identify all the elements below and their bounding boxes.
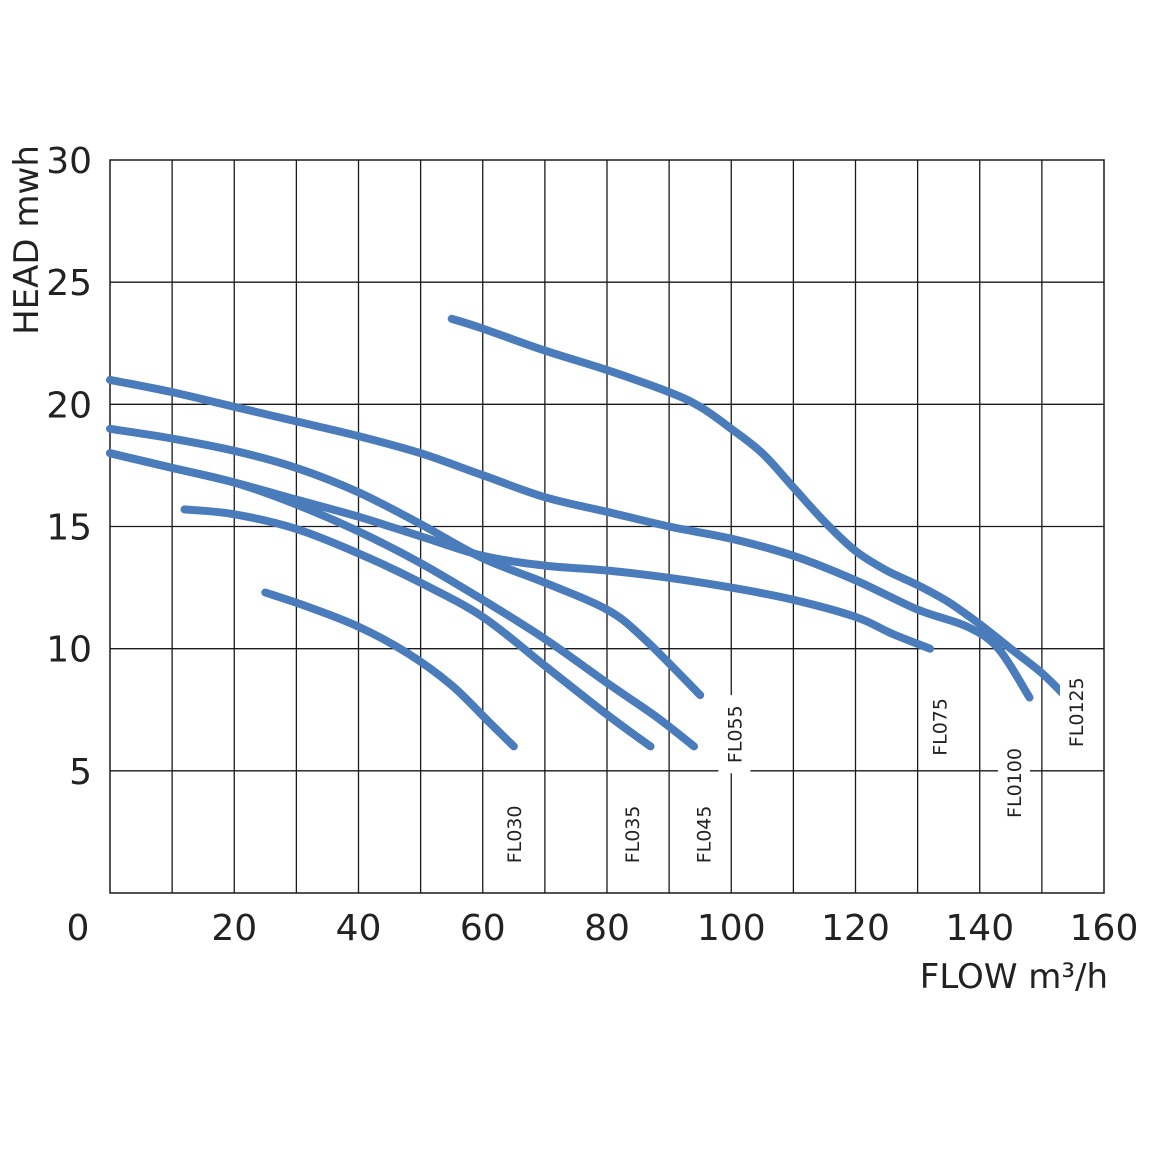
series-label-fl035: FL035 — [615, 795, 648, 874]
y-axis-title: HEAD mwh — [7, 145, 47, 335]
x-axis-title: FLOW m³/h — [920, 957, 1108, 997]
y-tick-label: 25 — [46, 263, 92, 304]
series-line-fl030 — [261, 588, 518, 751]
series-label-text: FL035 — [622, 806, 644, 864]
series-label-fl075: FL075 — [923, 687, 956, 766]
series-label-text: FL075 — [929, 698, 951, 756]
x-tick-label: 140 — [945, 908, 1014, 949]
series-label-background — [497, 795, 530, 874]
x-tick-label: 100 — [697, 908, 766, 949]
series-label-fl055: FL055 — [718, 695, 751, 774]
x-tick-label: 40 — [336, 908, 382, 949]
series-label-fl0100: FL0100 — [997, 738, 1030, 828]
series-label-text: FL045 — [693, 806, 715, 864]
series-label-fl030: FL030 — [497, 795, 530, 874]
series-label-background — [923, 687, 956, 766]
x-tick-label: 60 — [460, 908, 506, 949]
plot-frame — [109, 159, 1105, 894]
tick-labels: 0 20 40 60 80 100 120 140 160 5 10 15 20 25 30 — [46, 141, 1138, 949]
series-label-background — [615, 795, 648, 874]
series-label-background — [1060, 667, 1092, 758]
y-tick-label: 10 — [46, 630, 92, 671]
y-tick-label: 30 — [46, 141, 92, 182]
series-label-background — [687, 795, 720, 874]
y-tick-label: 5 — [69, 752, 92, 793]
series-label-background — [997, 738, 1030, 828]
series-label-text: FL0125 — [1066, 677, 1088, 747]
x-tick-label: 0 — [67, 908, 90, 949]
x-tick-label: 80 — [584, 908, 630, 949]
y-tick-label: 15 — [46, 508, 92, 549]
y-tick-label: 20 — [46, 385, 92, 426]
series-labels: FL030 FL035 FL045 FL055 FL075 FL0100 FL0125 — [497, 667, 1092, 874]
series-line-fl0125 — [447, 314, 1071, 702]
series-line-fl035 — [180, 505, 655, 751]
series-label-fl045: FL045 — [687, 795, 720, 874]
series-line-fl0100 — [106, 449, 934, 653]
series-label-text: FL055 — [724, 705, 746, 763]
series-label-text: FL0100 — [1004, 748, 1026, 818]
series-line-fl055 — [106, 424, 705, 700]
series-line-fl075 — [106, 375, 1034, 702]
series-label-fl0125: FL0125 — [1060, 667, 1092, 758]
series-lines — [106, 314, 1071, 751]
x-tick-label: 160 — [1070, 908, 1139, 949]
series-label-background — [718, 695, 751, 774]
x-tick-label: 20 — [211, 908, 257, 949]
grid — [109, 159, 1105, 894]
series-label-text: FL030 — [504, 806, 526, 864]
x-tick-label: 120 — [821, 908, 890, 949]
